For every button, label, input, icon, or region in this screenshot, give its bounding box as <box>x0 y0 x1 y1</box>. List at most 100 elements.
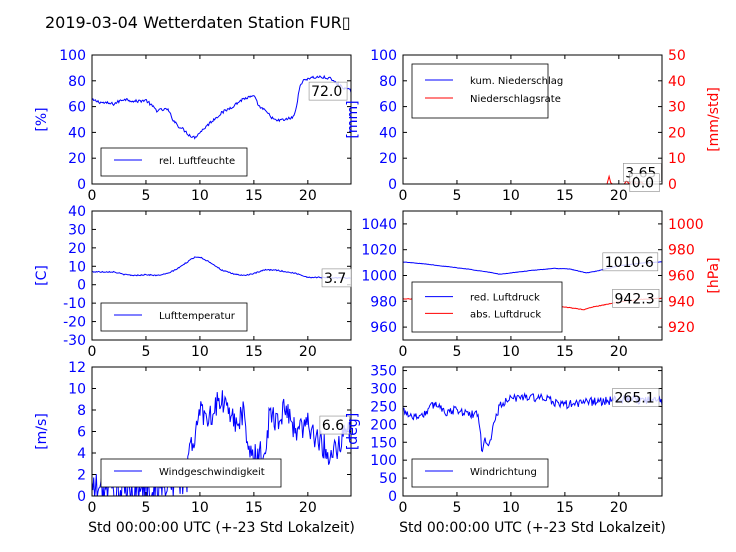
y-axis-label: [m/s] <box>34 413 50 450</box>
y2-tick-label: 50 <box>668 48 686 64</box>
x-tick-label: 10 <box>502 188 520 204</box>
y-axis-label: [%] <box>34 107 50 131</box>
legend-label: Windrichtung <box>470 467 537 478</box>
y-tick-label: 2 <box>77 468 86 484</box>
y-tick-label: 100 <box>370 453 397 469</box>
y2-axis-label: [mm/std] <box>706 87 722 152</box>
x-tick-label: 20 <box>610 188 628 204</box>
annotation-box <box>308 81 348 101</box>
y-tick-label: 1020 <box>361 243 397 259</box>
legend-label: Niederschlagsrate <box>470 94 561 105</box>
legend-label: kum. Niederschlag <box>470 76 563 87</box>
x-tick-label: 15 <box>556 188 574 204</box>
y2-tick-label: 960 <box>668 269 695 285</box>
y-tick-label: -20 <box>63 315 86 331</box>
y2-tick-label: 20 <box>668 125 686 141</box>
plot-frame <box>402 366 663 497</box>
series-line-humidity-0 <box>92 74 351 140</box>
y-tick-label: 200 <box>370 417 397 433</box>
x-tick-label: 5 <box>452 344 461 360</box>
value-annotation: 0.0 <box>632 176 654 192</box>
annotation-box <box>629 173 660 193</box>
y2-tick-label: 980 <box>668 243 695 259</box>
x-tick-label: 10 <box>191 500 209 516</box>
x-tick-label: 20 <box>610 500 628 516</box>
series-line-temperature-0 <box>92 256 351 279</box>
legend-box <box>100 302 248 332</box>
x-tick-label: 15 <box>245 188 263 204</box>
value-annotation: 6.6 <box>322 418 344 434</box>
legend-label: Lufttemperatur <box>159 311 236 322</box>
y-tick-label: 1000 <box>361 269 397 285</box>
legend-box <box>100 147 248 177</box>
value-annotation: 1010.6 <box>605 255 654 271</box>
y-tick-label: 60 <box>68 100 86 116</box>
x-tick-label: 20 <box>299 500 317 516</box>
annotation-box <box>612 289 660 308</box>
y-tick-label: 1040 <box>361 217 397 233</box>
x-tick-label: 20 <box>610 344 628 360</box>
y-tick-label: 0 <box>388 177 397 193</box>
legend-box <box>411 458 549 488</box>
y-tick-label: 100 <box>59 48 86 64</box>
y-tick-label: 300 <box>370 382 397 398</box>
figure-title: 2019-03-04 Wetterdaten Station FUR▯ <box>45 13 351 32</box>
x-tick-label: 5 <box>141 344 150 360</box>
x-axis-label: Std 00:00:00 UTC (+-23 Std Lokalzeit) <box>88 520 355 536</box>
y-tick-label: 20 <box>379 151 397 167</box>
value-annotation: 265.1 <box>615 390 655 406</box>
y-tick-label: 30 <box>68 222 86 238</box>
x-tick-label: 10 <box>502 500 520 516</box>
x-tick-label: 5 <box>452 500 461 516</box>
legend-box <box>100 458 282 488</box>
annotation-box <box>321 268 352 288</box>
y-tick-label: 960 <box>370 320 397 336</box>
y2-tick-label: 10 <box>668 151 686 167</box>
y-tick-label: 0 <box>77 278 86 294</box>
x-tick-label: 0 <box>399 188 408 204</box>
y-tick-label: 40 <box>379 125 397 141</box>
y-tick-label: 80 <box>68 74 86 90</box>
legend-label: Windgeschwindigkeit <box>159 467 265 478</box>
x-tick-label: 15 <box>245 344 263 360</box>
plot-frame <box>402 54 663 185</box>
y-tick-label: 50 <box>379 471 397 487</box>
x-tick-label: 10 <box>502 344 520 360</box>
y-tick-label: 8 <box>77 403 86 419</box>
y2-tick-label: 40 <box>668 74 686 90</box>
value-annotation: 3.7 <box>324 271 346 287</box>
x-tick-label: 0 <box>399 344 408 360</box>
chart-panel-pressure: 0 5 10 15 20 960 980 1000 1020 1040 920 940 960 980 10… <box>361 210 722 360</box>
y-tick-label: 250 <box>370 399 397 415</box>
y2-tick-label: 1000 <box>668 217 704 233</box>
legend-box <box>411 281 563 333</box>
value-annotation: 72.0 <box>311 84 342 100</box>
legend-label: red. Luftdruck <box>470 293 540 304</box>
x-tick-label: 20 <box>299 344 317 360</box>
chart-panel-humidity: 0 5 10 15 20 0 20 40 60 80 100 [%] 72.0 rel. Luftfeuc… <box>34 48 352 204</box>
x-tick-label: 0 <box>88 344 97 360</box>
x-tick-label: 15 <box>556 500 574 516</box>
x-tick-label: 0 <box>88 188 97 204</box>
x-tick-label: 5 <box>141 188 150 204</box>
legend-label: rel. Luftfeuchte <box>159 156 235 167</box>
y-tick-label: 0 <box>77 489 86 505</box>
y2-tick-label: 920 <box>668 320 695 336</box>
y-tick-label: 10 <box>68 259 86 275</box>
y-tick-label: 20 <box>68 241 86 257</box>
chart-panel-precipitation: 0 5 10 15 20 0 20 40 60 80 100 0 10 20 30 40 50 [mm] [mm/s… <box>345 48 722 204</box>
legend-box <box>411 63 549 119</box>
y2-tick-label: 0 <box>668 177 677 193</box>
x-tick-label: 10 <box>191 188 209 204</box>
x-tick-label: 5 <box>141 500 150 516</box>
y-tick-label: 350 <box>370 364 397 380</box>
y-tick-label: 150 <box>370 435 397 451</box>
x-tick-label: 15 <box>245 500 263 516</box>
y-tick-label: 10 <box>68 382 86 398</box>
value-annotation: 942.3 <box>615 291 655 307</box>
y2-tick-label: 30 <box>668 100 686 116</box>
y-axis-label: [deg] <box>345 413 361 450</box>
y-tick-label: 12 <box>68 360 86 376</box>
